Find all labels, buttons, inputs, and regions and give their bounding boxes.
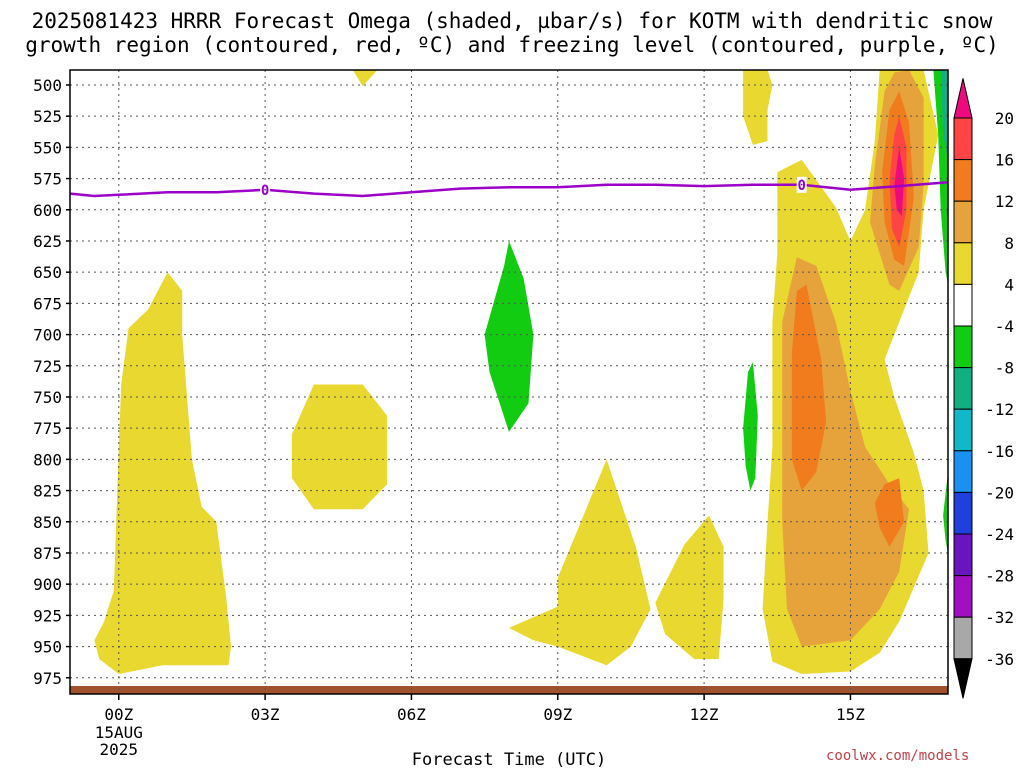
y-tick-label: 850 (33, 513, 62, 532)
x-axis-label: Forecast Time (UTC) (412, 750, 606, 768)
y-tick-label: 625 (33, 232, 62, 251)
colorbar-label: 20 (995, 109, 1014, 128)
colorbar-label: -12 (985, 400, 1014, 419)
colorbar-label: 16 (995, 151, 1014, 170)
x-tick-label: 15Z (836, 705, 865, 724)
site-credit: coolwx.com/models (826, 748, 970, 764)
y-tick-label: 700 (33, 326, 62, 345)
y-tick-label: 500 (33, 76, 62, 95)
colorbar: 20 16 12 8 4 -4 -8 -12 -16 -20 -24 -28 -32 -36 (953, 78, 1014, 699)
colorbar-swatch-1 (953, 117, 973, 161)
freezing-level-label: 0 (261, 183, 269, 199)
omega-region-9 (791, 284, 827, 491)
colorbar-label: 8 (1004, 234, 1014, 253)
omega-region-17 (943, 471, 948, 553)
omega-region-1 (291, 384, 388, 510)
y-tick-label: 600 (33, 201, 62, 220)
x-tick-label: 12Z (690, 705, 719, 724)
colorbar-swatch-12 (953, 575, 973, 618)
y-tick-label: 875 (33, 544, 62, 563)
colorbar-swatch-4 (953, 242, 973, 285)
y-tick-label: 725 (33, 357, 62, 376)
y-tick-label: 900 (33, 575, 62, 594)
y-tick-label: 750 (33, 388, 62, 407)
colorbar-swatch-9 (953, 450, 973, 493)
x-tick-label: 00Z (104, 705, 133, 724)
x-tick-sublabel: 2025 (100, 740, 139, 759)
y-axis: 500 525 550 575 600 625 650 675 700 725 750 775 800 8… (33, 76, 70, 688)
y-tick-label: 800 (33, 450, 62, 469)
omega-region-0 (94, 272, 232, 674)
freezing-level-line (69, 181, 949, 198)
colorbar-label: 4 (1004, 275, 1014, 294)
colorbar-label: -36 (985, 650, 1014, 669)
colorbar-swatch-6 (953, 325, 973, 369)
colorbar-label: -16 (985, 442, 1014, 461)
colorbar-label: -32 (985, 608, 1014, 627)
colorbar-swatch-11 (953, 533, 973, 577)
omega-region-4 (655, 515, 724, 660)
x-tick-sublabel: 15AUG (95, 723, 143, 742)
y-tick-label: 775 (33, 419, 62, 438)
omega-region-15 (743, 362, 758, 491)
colorbar-swatch-10 (953, 491, 973, 535)
y-tick-label: 925 (33, 606, 62, 625)
x-tick-label: 06Z (397, 705, 426, 724)
y-tick-label: 550 (33, 138, 62, 157)
grid (70, 70, 948, 694)
colorbar-label: -8 (995, 359, 1014, 378)
omega-region-10 (874, 478, 905, 547)
y-tick-label: 975 (33, 669, 62, 688)
x-tick-label: 03Z (251, 705, 280, 724)
colorbar-swatch-5 (953, 283, 973, 327)
y-tick-label: 575 (33, 170, 62, 189)
y-tick-label: 675 (33, 294, 62, 313)
x-tick-label: 09Z (543, 705, 572, 724)
colorbar-top-arrow (953, 78, 973, 119)
chart-title-line-1: 2025081423 HRRR Forecast Omega (shaded, … (31, 9, 993, 33)
y-tick-label: 825 (33, 482, 62, 501)
colorbar-label: -24 (985, 525, 1014, 544)
colorbar-label: -28 (985, 567, 1014, 586)
colorbar-label: -4 (995, 317, 1014, 336)
chart-title-line-2: growth region (contoured, red, ºC) and f… (25, 33, 999, 57)
ground-bar (70, 686, 948, 694)
colorbar-swatch-2 (953, 159, 973, 202)
omega-region-18 (940, 70, 948, 160)
y-tick-label: 525 (33, 107, 62, 126)
freezing-label-bg (260, 181, 271, 198)
y-tick-label: 950 (33, 638, 62, 657)
colorbar-label: 12 (995, 192, 1014, 211)
plot-frame (69, 69, 949, 695)
colorbar-label: -20 (985, 483, 1014, 502)
omega-region-2 (352, 70, 378, 87)
y-tick-label: 650 (33, 263, 62, 282)
omega-region-5 (743, 70, 773, 145)
omega-region-3 (509, 459, 651, 666)
colorbar-swatch-8 (953, 408, 973, 452)
freezing-level-label: 0 (797, 178, 805, 194)
omega-region-13 (894, 147, 905, 216)
omega-region-14 (484, 241, 534, 432)
freezing-label-bg (796, 176, 807, 193)
colorbar-swatch-13 (953, 616, 973, 660)
colorbar-swatch-3 (953, 200, 973, 244)
colorbar-bottom-arrow (953, 658, 973, 699)
omega-shaded-regions (94, 70, 948, 674)
colorbar-swatch-7 (953, 367, 973, 410)
